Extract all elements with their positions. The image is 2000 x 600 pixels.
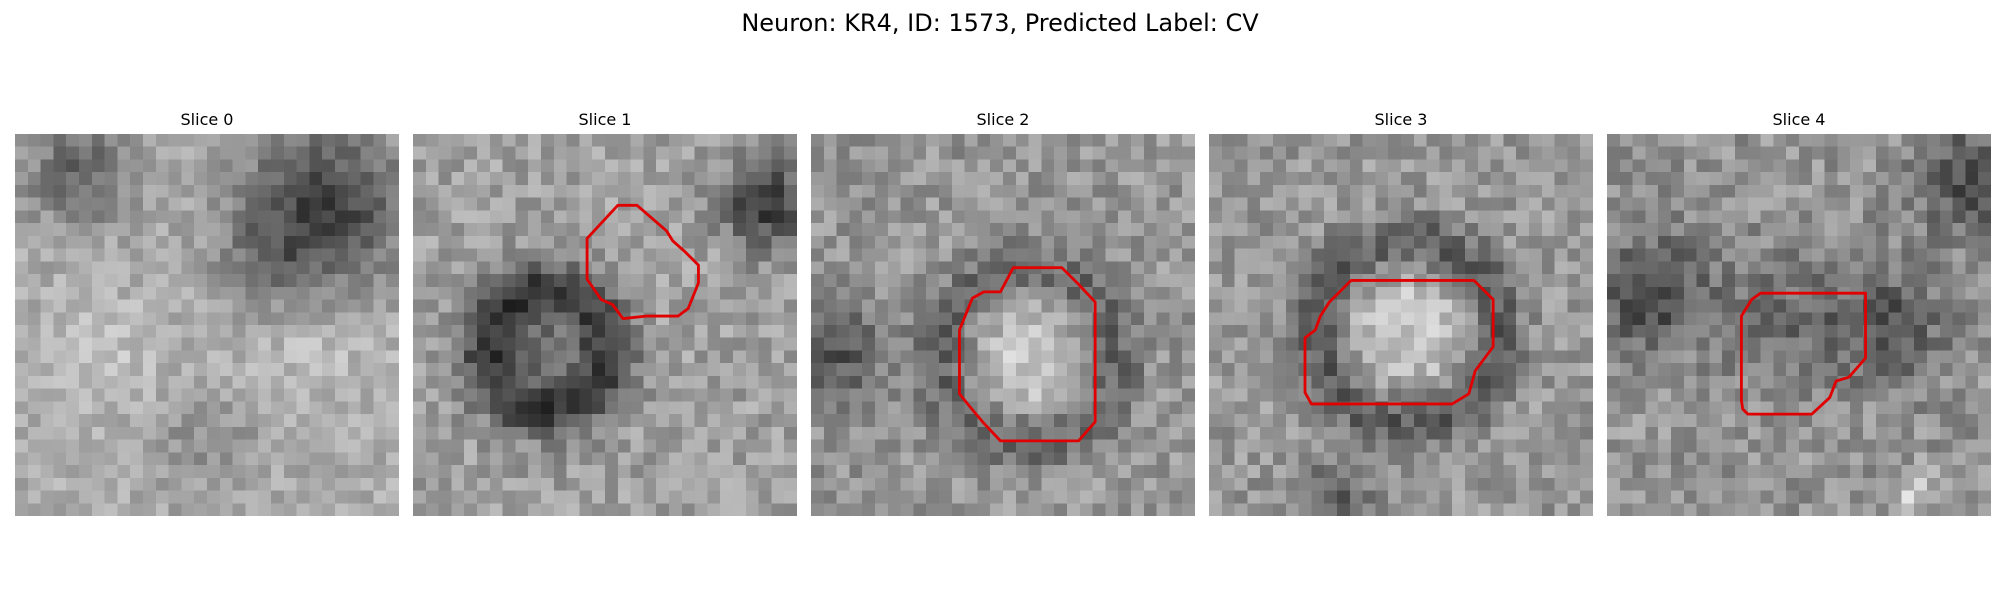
roi-outline	[958, 266, 1097, 443]
slice-title: Slice 4	[1772, 110, 1826, 129]
slice-image	[1607, 134, 1991, 516]
pixel-grid	[413, 134, 797, 516]
pixel-grid	[811, 134, 1195, 516]
slice-panel-1: Slice 1	[413, 108, 797, 516]
pixel-grid	[15, 134, 399, 516]
slice-image	[811, 134, 1195, 516]
slice-title: Slice 1	[578, 110, 632, 129]
slice-panel-3: Slice 3	[1209, 108, 1593, 516]
roi-outline	[1739, 291, 1867, 416]
figure-title: Neuron: KR4, ID: 1573, Predicted Label: …	[741, 9, 1259, 37]
slice-panel-2: Slice 2	[811, 108, 1195, 516]
slice-image	[1209, 134, 1593, 516]
slice-panel-4: Slice 4	[1607, 108, 1991, 516]
slice-panel-0: Slice 0	[15, 108, 399, 516]
roi-outline	[585, 203, 700, 321]
pixel-grid	[1209, 134, 1593, 516]
slice-title: Slice 3	[1374, 110, 1428, 129]
slice-image	[15, 134, 399, 516]
roi-outline	[1303, 279, 1495, 406]
slice-image	[413, 134, 797, 516]
pixel-grid	[1607, 134, 1991, 516]
slice-title: Slice 2	[976, 110, 1030, 129]
slice-title: Slice 0	[180, 110, 234, 129]
